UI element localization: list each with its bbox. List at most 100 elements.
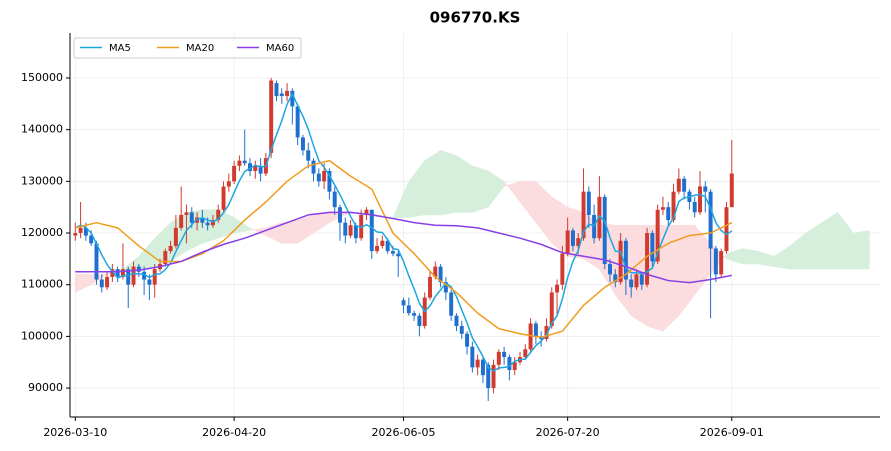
candle-body	[226, 181, 231, 187]
candle-body	[729, 173, 734, 208]
candle-body	[470, 346, 475, 368]
candle-body	[708, 191, 713, 249]
cloud-segment	[456, 155, 473, 213]
candle-body	[671, 191, 676, 221]
candle-body	[406, 305, 411, 314]
candle-body	[555, 284, 560, 293]
cloud-segment	[329, 212, 346, 224]
candle-body	[348, 225, 353, 236]
candle-body	[650, 233, 655, 262]
cloud	[75, 149, 870, 332]
x-tick-label: 2026-09-01	[700, 426, 764, 439]
candle-body	[655, 209, 660, 262]
cloud-segment	[503, 180, 521, 203]
cloud-segment	[789, 232, 807, 270]
legend-box	[73, 37, 302, 59]
candle-body	[338, 207, 342, 223]
candle-body	[523, 349, 528, 358]
candle-body	[713, 248, 718, 275]
candle-body	[168, 245, 173, 252]
cloud-segment	[630, 225, 648, 327]
legend: MA5 MA20 MA60	[73, 37, 302, 59]
candle-body	[629, 279, 634, 288]
candle-body	[428, 276, 432, 298]
candle-body	[724, 207, 729, 252]
candle-body	[300, 137, 305, 151]
legend-label: MA60	[266, 43, 294, 54]
candle-body	[549, 292, 554, 327]
candle-body	[343, 222, 348, 236]
candle-body	[412, 313, 417, 316]
candle-body	[353, 225, 358, 239]
candle-body	[316, 173, 321, 182]
candle-body	[480, 359, 485, 376]
candle-body	[200, 217, 205, 223]
candle-body	[454, 315, 459, 327]
candle-body	[560, 253, 565, 285]
lines	[74, 93, 733, 372]
axes: 90000 100000 110000 120000 130000 140000 15000…	[21, 33, 880, 439]
cloud-segment	[567, 206, 584, 260]
candle-body	[136, 266, 141, 272]
cloud-segment	[392, 181, 410, 218]
candle-body	[544, 326, 549, 339]
candle-body	[676, 178, 681, 192]
candle-body	[311, 160, 316, 174]
cloud-segment	[519, 181, 537, 224]
candle-body	[237, 160, 242, 166]
candle-body	[692, 202, 697, 213]
candle-body	[438, 266, 443, 283]
candle-body	[618, 240, 623, 283]
candle-body	[78, 227, 83, 234]
legend-label: MA20	[186, 43, 214, 54]
candle-body	[269, 80, 274, 153]
candle-body	[449, 292, 454, 316]
candle-body	[205, 222, 210, 226]
cloud-segment	[853, 230, 870, 270]
candle-body	[634, 274, 639, 288]
candle-body	[152, 269, 157, 285]
candle-body	[581, 191, 586, 239]
cloud-segment	[313, 212, 330, 234]
y-tick-label: 140000	[21, 123, 63, 136]
cloud-segment	[742, 248, 759, 265]
candle-body	[189, 212, 194, 223]
x-tick-label: 2026-04-20	[202, 426, 266, 439]
candle-body	[142, 271, 147, 280]
cloud-segment	[424, 149, 441, 216]
candle-body	[703, 186, 708, 192]
cloud-segment	[837, 211, 854, 270]
legend-label: MA5	[109, 43, 131, 54]
candle-body	[486, 364, 491, 389]
candle-body	[83, 227, 88, 236]
candle-body	[586, 191, 591, 215]
candle-body	[73, 233, 78, 236]
candle-body	[491, 364, 496, 389]
candle-body	[639, 274, 644, 285]
candles	[73, 77, 734, 401]
candle-body	[443, 282, 448, 293]
candle-body	[507, 357, 512, 370]
candle-body	[459, 326, 464, 334]
candle-body	[592, 214, 597, 239]
cloud-segment	[170, 211, 187, 262]
candle-body	[99, 279, 104, 288]
candle-body	[258, 165, 263, 174]
candle-body	[253, 165, 258, 171]
candle-body	[496, 351, 501, 365]
y-tick-label: 150000	[21, 71, 63, 84]
candle-body	[105, 276, 110, 288]
candle-body	[163, 251, 168, 265]
cloud-segment	[217, 209, 235, 239]
ma-line	[75, 211, 732, 284]
candle-body	[528, 323, 533, 350]
x-tick-label: 2026-07-20	[536, 426, 600, 439]
cloud-segment	[726, 248, 743, 265]
candle-body	[279, 93, 284, 97]
cloud-segment	[821, 211, 838, 270]
candle-body	[417, 315, 422, 327]
cloud-segment	[805, 222, 823, 270]
candle-body	[322, 170, 327, 182]
cloud-segment	[122, 255, 140, 273]
